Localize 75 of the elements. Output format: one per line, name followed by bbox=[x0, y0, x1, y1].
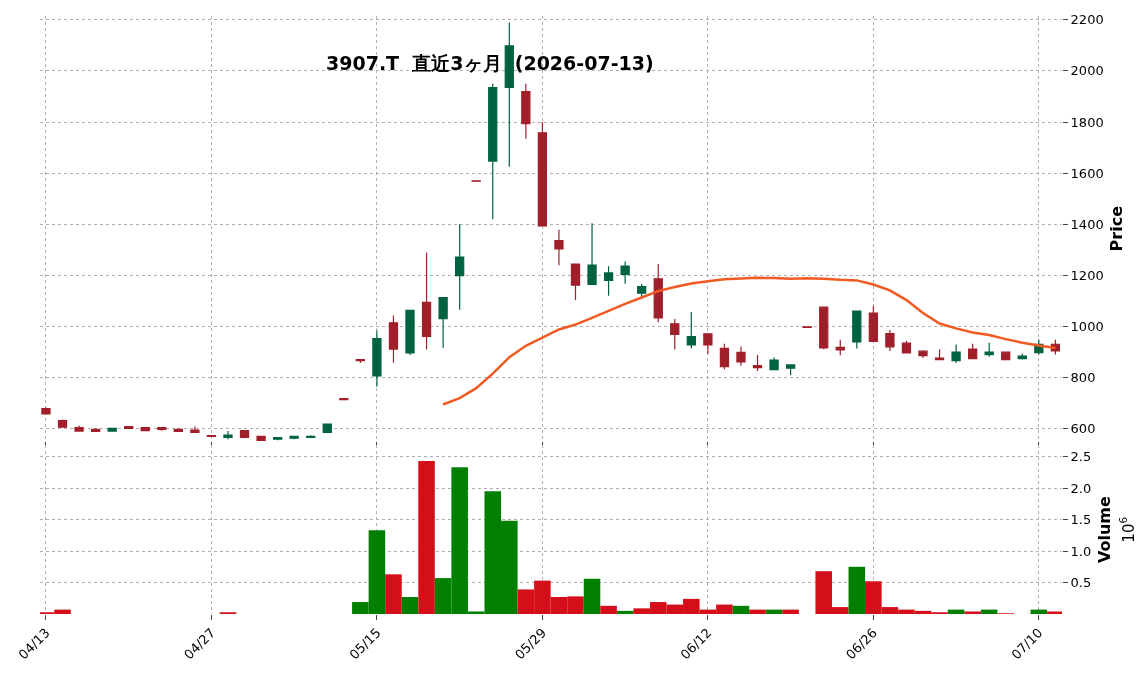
candlestick bbox=[885, 329, 895, 352]
bar bbox=[583, 578, 601, 614]
y-tick-label: 1.0 bbox=[1070, 543, 1092, 559]
candlestick bbox=[868, 305, 879, 343]
candlestick bbox=[984, 342, 994, 358]
candlestick bbox=[74, 424, 84, 432]
bar bbox=[385, 574, 402, 614]
candlestick bbox=[537, 121, 548, 227]
candlestick bbox=[554, 229, 564, 266]
candlestick bbox=[752, 354, 763, 372]
candlestick bbox=[455, 223, 465, 311]
bar bbox=[732, 605, 750, 614]
candlestick bbox=[421, 251, 432, 351]
candlestick bbox=[835, 339, 845, 356]
candlestick bbox=[951, 343, 961, 364]
bar bbox=[616, 610, 634, 614]
candlestick bbox=[57, 419, 68, 428]
bar bbox=[418, 461, 435, 614]
y-tick-label: 600 bbox=[1070, 421, 1096, 437]
candlestick bbox=[570, 263, 581, 301]
y-axis-title: Price bbox=[1107, 205, 1127, 252]
candlestick bbox=[587, 222, 597, 286]
candlestick bbox=[819, 306, 829, 350]
candlestick bbox=[736, 345, 746, 367]
candlestick bbox=[703, 333, 713, 355]
y-tick-label: 1200 bbox=[1070, 267, 1104, 283]
bar bbox=[401, 597, 419, 614]
candlestick bbox=[504, 21, 514, 168]
candlestick bbox=[670, 318, 680, 351]
bar bbox=[782, 609, 799, 614]
candlestick bbox=[967, 343, 978, 360]
candlestick bbox=[918, 349, 928, 359]
candlestick bbox=[107, 427, 117, 432]
candlestick bbox=[785, 363, 796, 376]
candlestick bbox=[157, 426, 167, 432]
candlestick bbox=[438, 296, 448, 349]
text: 3907.T 直近3ヶ月 (2026-07-13) bbox=[326, 52, 654, 74]
candlestick bbox=[686, 311, 696, 349]
y-tick-label: 2000 bbox=[1070, 63, 1104, 79]
y-tick-label: 1.5 bbox=[1070, 512, 1092, 528]
candlestick bbox=[769, 356, 779, 371]
bar bbox=[600, 605, 617, 614]
y-tick-label: 2.5 bbox=[1070, 449, 1092, 465]
y-tick-label: 2200 bbox=[1070, 12, 1104, 28]
y-tick-label: 1600 bbox=[1070, 165, 1104, 181]
candlestick bbox=[405, 309, 415, 356]
candlestick bbox=[223, 430, 233, 440]
candlestick bbox=[41, 406, 51, 415]
y-tick-label: 1400 bbox=[1070, 216, 1104, 232]
candlestick bbox=[934, 348, 945, 361]
candlestick bbox=[289, 435, 299, 440]
y-tick-label: 800 bbox=[1070, 370, 1096, 385]
candlestick bbox=[190, 425, 200, 433]
candlestick bbox=[256, 435, 266, 441]
bar bbox=[749, 609, 766, 614]
candlestick bbox=[388, 314, 399, 364]
y-tick-label: 1800 bbox=[1070, 114, 1104, 130]
candlestick bbox=[653, 263, 663, 323]
candlestick bbox=[901, 340, 912, 354]
candlestick bbox=[521, 83, 531, 140]
candlestick bbox=[719, 343, 730, 370]
candlestick bbox=[1017, 352, 1027, 361]
candlestick bbox=[603, 265, 614, 297]
candlestick bbox=[488, 83, 498, 220]
candlestick bbox=[620, 260, 630, 285]
candlestick bbox=[852, 310, 862, 350]
candlestick bbox=[239, 429, 250, 439]
bar bbox=[964, 611, 981, 614]
candlestick bbox=[372, 329, 382, 388]
y-tick-label: 0.5 bbox=[1070, 575, 1092, 591]
bar bbox=[848, 566, 866, 614]
y-axis-title: Volume bbox=[1094, 496, 1114, 564]
line-series bbox=[441, 276, 1057, 406]
y-tick-label: 1000 bbox=[1070, 318, 1104, 334]
y-tick-label: 2.0 bbox=[1070, 480, 1092, 496]
